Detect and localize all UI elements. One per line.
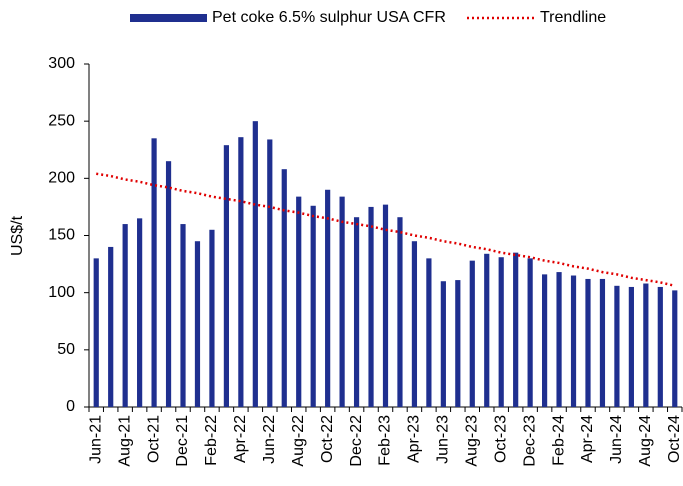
bar [513, 252, 519, 407]
bar [498, 257, 504, 407]
bar [180, 224, 186, 407]
bar [643, 283, 649, 407]
bar [585, 278, 591, 407]
bar [440, 281, 446, 407]
bar [541, 274, 548, 407]
x-tick-label: Jun-21 [87, 415, 104, 464]
legend-swatch [130, 14, 207, 22]
x-tick-label: Dec-22 [348, 415, 365, 467]
x-tick-label: Jun-24 [608, 415, 625, 464]
bar [484, 253, 490, 407]
bar [527, 258, 533, 407]
legend-label: Trendline [540, 9, 606, 26]
legend-label: Pet coke 6.5% sulphur USA CFR [212, 9, 446, 26]
y-tick-label: 0 [66, 398, 75, 415]
y-tick-label: 250 [48, 112, 75, 129]
x-tick-label: Aug-22 [290, 415, 307, 467]
bar [267, 139, 273, 407]
bar [281, 169, 287, 407]
y-tick-label: 100 [48, 284, 75, 301]
y-tick-label: 200 [48, 170, 75, 187]
bar [382, 204, 389, 407]
y-tick-label: 300 [48, 55, 75, 72]
x-tick-label: Apr-24 [579, 415, 596, 463]
bar [353, 217, 360, 407]
x-tick-label: Jun-22 [261, 415, 278, 464]
bar [151, 138, 157, 408]
bar [570, 275, 577, 407]
bar [397, 217, 403, 407]
bar [672, 290, 678, 407]
bar [165, 161, 172, 407]
bar [194, 241, 201, 407]
bar [368, 206, 374, 407]
bar [469, 260, 475, 407]
y-tick-label: 50 [57, 341, 75, 358]
x-tick-label: Aug-24 [637, 415, 654, 467]
bar [296, 196, 302, 407]
x-tick-label: Feb-24 [550, 415, 567, 466]
bar [93, 258, 99, 407]
bar [614, 285, 620, 407]
x-tick-label: Dec-21 [174, 415, 191, 467]
bar [310, 205, 316, 407]
bar [657, 286, 663, 407]
x-tick-label: Aug-21 [116, 415, 133, 467]
y-tick-label: 150 [48, 227, 75, 244]
bar [238, 137, 244, 407]
x-tick-label: Dec-23 [521, 415, 538, 467]
x-tick-label: Feb-23 [377, 415, 394, 466]
bar [556, 272, 562, 407]
x-tick-label: Oct-23 [492, 415, 509, 463]
x-tick-label: Jun-23 [435, 415, 452, 464]
trend-line [96, 172, 676, 288]
bar [122, 224, 128, 407]
y-axis-title: US$/t [9, 215, 26, 256]
bar [411, 241, 418, 407]
x-tick-label: Oct-24 [666, 415, 683, 463]
bar [325, 189, 331, 407]
bar [455, 280, 461, 407]
bar [137, 218, 143, 407]
bar [209, 229, 215, 407]
x-tick-label: Apr-23 [406, 415, 423, 463]
bar [339, 196, 345, 407]
bar [223, 145, 230, 407]
bar [426, 258, 432, 407]
bar [628, 286, 634, 407]
x-tick-label: Aug-23 [463, 415, 480, 467]
bar [252, 121, 258, 408]
x-tick-label: Oct-22 [319, 415, 336, 463]
x-tick-label: Oct-21 [145, 415, 162, 463]
bar [108, 246, 114, 407]
x-tick-label: Apr-22 [232, 415, 249, 463]
bar [599, 278, 606, 407]
x-tick-label: Feb-22 [203, 415, 220, 466]
